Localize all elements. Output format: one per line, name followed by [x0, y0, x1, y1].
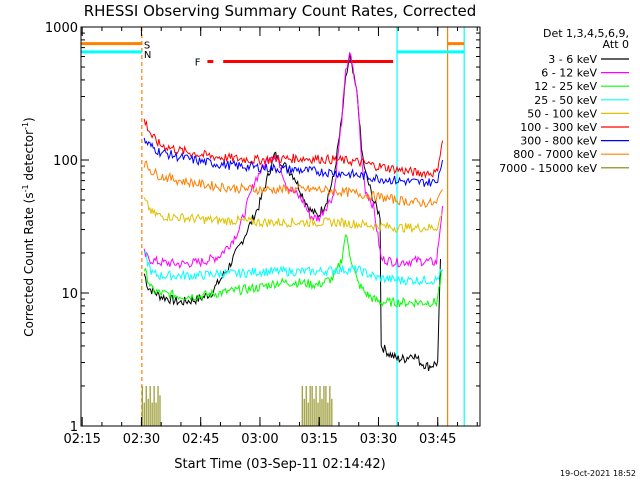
plot-area	[81, 27, 465, 426]
y-label-part: -1	[21, 184, 30, 192]
series-3-line	[143, 250, 443, 286]
series-5	[143, 118, 443, 180]
x-tick-label: 03:00	[241, 432, 278, 447]
y-label-part: detector	[22, 130, 36, 185]
legend-entry-label: 800 - 7000 keV	[513, 148, 597, 161]
series-5-line	[143, 118, 443, 180]
series-6	[143, 137, 443, 187]
series-6-line	[143, 137, 443, 187]
legend-entry-label: 3 - 6 keV	[548, 53, 597, 66]
flag-labels: SN F	[144, 41, 201, 69]
x-tick-label: 03:15	[300, 432, 337, 447]
flag-label-n: N	[144, 50, 151, 61]
series-4	[143, 197, 443, 233]
legend-entry-label: 300 - 800 keV	[520, 135, 597, 148]
flag-label-f: F	[195, 58, 201, 69]
series-4-line	[143, 197, 443, 233]
legend-entry-label: 6 - 12 keV	[541, 67, 597, 80]
series-0-line	[143, 54, 441, 372]
chart-title: RHESSI Observing Summary Count Rates, Co…	[84, 2, 477, 20]
legend-entry-label: 7000 - 15000 keV	[499, 162, 597, 175]
x-tick-label: 02:15	[63, 432, 100, 447]
series-3	[143, 250, 443, 286]
x-tick-label: 02:30	[123, 432, 160, 447]
y-axis: 1 10 100 1000	[45, 21, 480, 435]
series-2	[143, 233, 443, 309]
flag-label-s: S	[144, 41, 150, 52]
series-8	[141, 385, 333, 426]
y-label-part: Corrected Count Rate (s	[22, 192, 36, 336]
y-axis-label: Corrected Count Rate (s-1 detector-1)	[21, 117, 36, 336]
x-tick-label: 03:45	[419, 432, 456, 447]
legend-entry-label: 25 - 50 keV	[534, 94, 597, 107]
x-axis: 02:15 02:30 02:45 03:00 03:15 03:30 03:45	[63, 27, 478, 447]
y-tick-label: 1000	[45, 21, 78, 36]
plot-frame	[80, 26, 481, 427]
series-2-line	[143, 233, 443, 309]
y-tick-label: 10	[61, 287, 78, 302]
series-0	[143, 54, 441, 372]
legend-entry-label: 100 - 300 keV	[520, 121, 597, 134]
y-label-part: )	[22, 117, 36, 122]
legend-title: Det 1,3,4,5,6,9,	[543, 27, 629, 40]
x-tick-label: 02:45	[182, 432, 219, 447]
series-7	[143, 160, 443, 208]
legend-title: Att 0	[603, 38, 629, 51]
x-axis-label: Start Time (03-Sep-11 02:14:42)	[174, 457, 385, 472]
legend-entry-label: 12 - 25 keV	[534, 80, 597, 93]
series-1	[143, 51, 443, 270]
y-label-part: -1	[21, 122, 30, 130]
footer-date: 19-Oct-2021 18:52	[560, 469, 636, 478]
y-tick-label: 1	[70, 420, 78, 435]
x-tick-label: 03:30	[360, 432, 397, 447]
series-7-line	[143, 160, 443, 208]
y-tick-label: 100	[53, 154, 78, 169]
legend-entry-label: 50 - 100 keV	[527, 107, 597, 120]
series-1-line	[143, 51, 443, 270]
